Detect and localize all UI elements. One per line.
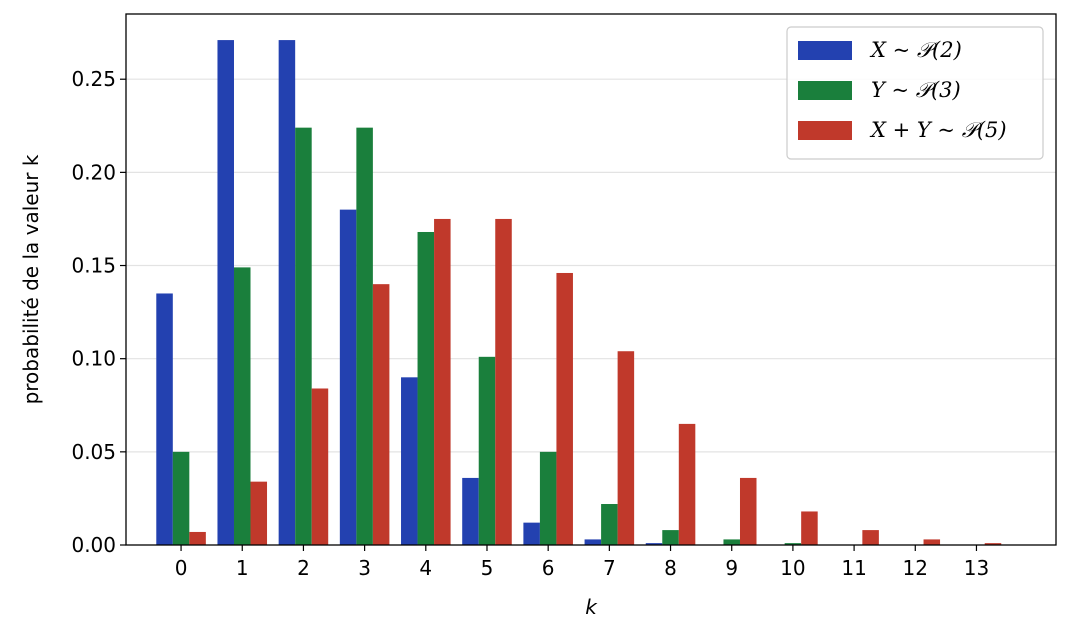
bar-series-1-k3 <box>339 209 357 545</box>
legend-label: Y ~ 𝒫(3) <box>871 78 961 102</box>
bar-series-2-k5 <box>478 356 496 545</box>
legend-swatch <box>798 121 852 140</box>
bar-series-3-k12 <box>923 539 941 545</box>
x-tick-label: 0 <box>175 556 188 580</box>
bar-series-1-k1 <box>217 40 234 546</box>
bar-series-3-k5 <box>495 218 512 545</box>
x-tick-label: 3 <box>358 556 371 580</box>
x-tick-label: 11 <box>841 556 866 580</box>
bar-series-2-k4 <box>417 231 435 545</box>
legend: X ~ 𝒫(2) Y ~ 𝒫(3) X + Y ~ 𝒫(5) <box>786 26 1044 160</box>
bar-series-2-k2 <box>295 127 312 545</box>
bar-series-1-k5 <box>462 477 479 545</box>
plot-frame <box>125 13 1057 546</box>
bars <box>156 40 1002 546</box>
bar-series-3-k0 <box>189 531 206 545</box>
bar-series-3-k1 <box>250 481 268 545</box>
bar-series-2-k9 <box>723 539 740 545</box>
x-tick-label: 8 <box>664 556 677 580</box>
x-axis-label: k <box>585 595 598 619</box>
x-tick-label: 12 <box>903 556 928 580</box>
x-tick-label: 13 <box>964 556 989 580</box>
y-tick-label: 0.00 <box>71 533 116 557</box>
legend-swatch <box>798 81 852 100</box>
y-tick-label: 0.10 <box>71 347 116 371</box>
y-axis-label: probabilité de la valeur k <box>19 154 43 404</box>
bar-series-2-k8 <box>662 530 679 545</box>
bar-series-3-k4 <box>434 218 451 545</box>
bar-series-2-k1 <box>233 267 251 545</box>
x-tick-label: 4 <box>419 556 432 580</box>
legend-swatch <box>798 41 852 60</box>
y-tick-label: 0.20 <box>71 160 116 184</box>
bar-series-3-k9 <box>739 477 757 545</box>
bar-series-3-k13 <box>984 543 1002 545</box>
bar-series-3-k8 <box>678 423 696 545</box>
legend-label: X ~ 𝒫(2) <box>869 38 962 62</box>
y-tick-label: 0.15 <box>71 254 116 278</box>
y-tick-label: 0.05 <box>71 440 116 464</box>
bar-series-1-k6 <box>523 522 540 545</box>
bar-series-3-k6 <box>556 272 573 545</box>
bar-series-3-k7 <box>617 351 635 545</box>
bar-series-1-k0 <box>156 293 173 545</box>
bar-series-3-k2 <box>311 388 329 545</box>
bar-series-2-k0 <box>172 451 190 545</box>
bar-series-1-k7 <box>584 539 602 545</box>
bar-series-2-k6 <box>539 451 557 545</box>
bar-series-3-k3 <box>372 284 390 545</box>
bar-series-2-k10 <box>784 543 802 545</box>
y-tick-label: 0.25 <box>71 67 116 91</box>
x-tick-label: 1 <box>236 556 249 580</box>
bar-series-1-k8 <box>645 543 663 545</box>
x-tick-label: 9 <box>725 556 738 580</box>
x-tick-label: 7 <box>603 556 616 580</box>
bar-series-2-k7 <box>601 504 618 545</box>
bar-series-2-k3 <box>356 127 373 545</box>
x-tick-label: 2 <box>297 556 310 580</box>
x-tick-label: 6 <box>542 556 555 580</box>
bar-series-3-k11 <box>862 530 879 545</box>
bar-series-1-k2 <box>278 40 296 546</box>
bar-series-3-k10 <box>801 511 818 545</box>
legend-label: X + Y ~ 𝒫(5) <box>869 118 1007 142</box>
x-axis-ticks: 0 1 2 3 4 5 6 7 8 9 10 11 12 13 <box>175 545 989 580</box>
bar-series-1-k4 <box>401 377 418 545</box>
x-tick-label: 5 <box>481 556 494 580</box>
x-tick-label: 10 <box>780 556 805 580</box>
y-axis-ticks: 0.00 0.05 0.10 0.15 0.20 0.25 <box>71 67 126 557</box>
